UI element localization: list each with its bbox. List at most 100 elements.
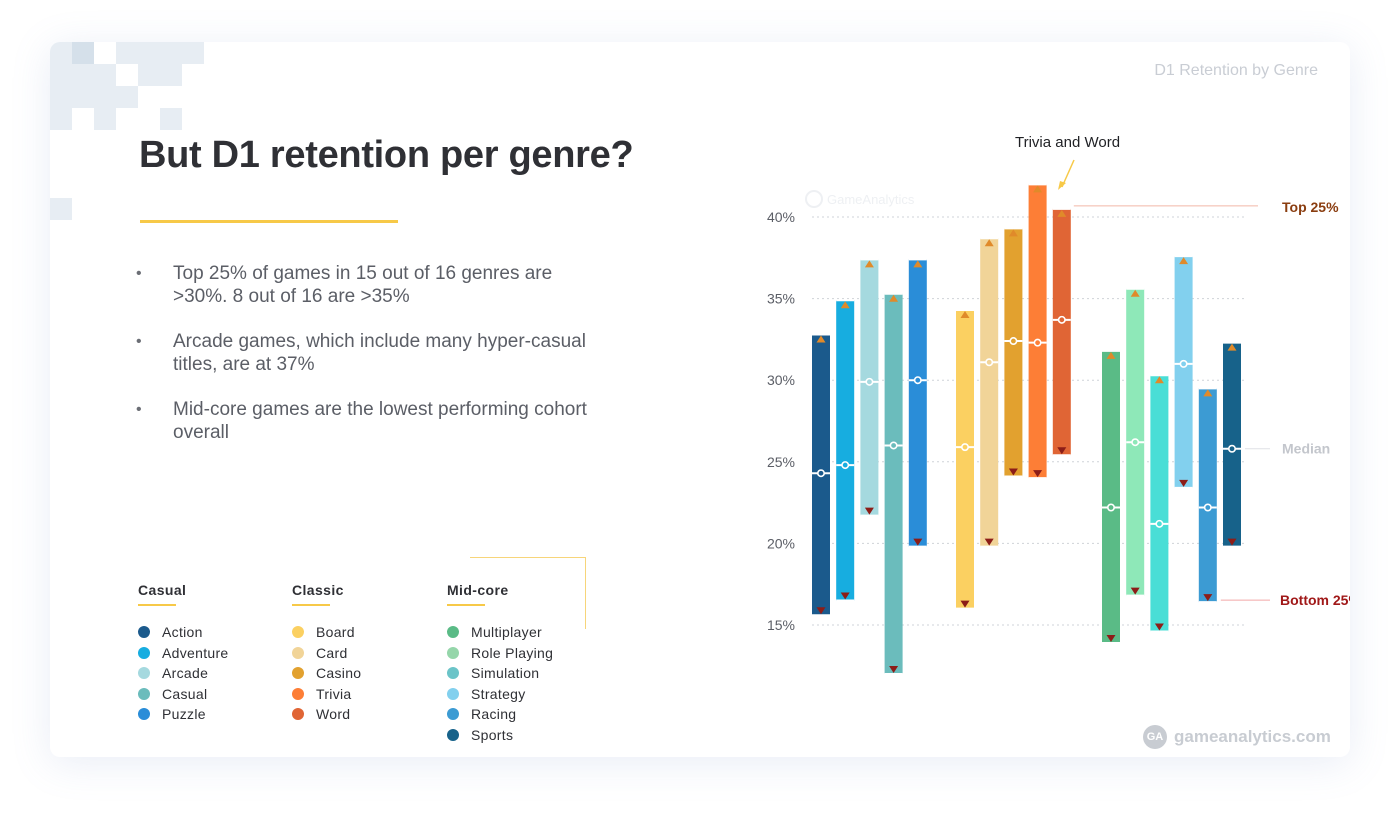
top-25-marker [1203,389,1213,397]
decorative-square [138,64,182,86]
y-tick-label: 20% [767,535,795,551]
top-25-marker [1130,289,1140,297]
bullet-list: • Top 25% of games in 15 out of 16 genres… [132,262,602,466]
legend-swatch [138,667,150,680]
bottom-25-marker [816,607,826,615]
top-25-marker [1057,209,1067,217]
legend-swatch [138,646,150,659]
range-bar-strategy [1174,256,1193,488]
top-25-marker [984,239,994,247]
legend-item: Casual [138,684,229,705]
median-marker [817,469,826,478]
legend-swatch [447,728,459,741]
bottom-25-marker [913,538,923,546]
legend-label: Sports [471,726,514,743]
legend-item: Trivia [292,684,361,705]
bullet-item: • Top 25% of games in 15 out of 16 genres… [132,262,602,308]
legend-swatch [447,708,459,721]
legend-group-underline [138,604,176,606]
range-bar-word [1052,208,1071,456]
median-marker [889,441,898,450]
legend-swatch [138,687,150,700]
legend-item: Action [138,622,229,643]
legend-swatch [292,626,304,639]
decorative-square [160,108,182,130]
legend-label: Simulation [471,665,540,682]
median-marker [1155,519,1164,528]
bottom-25-marker [1154,623,1164,631]
range-bar-multiplayer [1102,350,1120,643]
median-marker [1009,337,1018,346]
legend-item: Strategy [447,684,553,705]
top-25-marker [1154,376,1164,384]
median-marker [865,377,874,386]
bullet-text: Mid-core games are the lowest performing… [173,399,587,443]
bottom-25-marker [960,600,970,608]
footer-brand[interactable]: GA gameanalytics.com [1143,725,1331,749]
y-tick-label: 25% [767,454,795,470]
legend-swatch [292,667,304,680]
median-marker [913,376,922,385]
top-25-marker [960,311,970,319]
bottom-25-marker [1203,594,1213,602]
legend-swatch [138,708,150,721]
footer-link[interactable]: gameanalytics.com [1174,727,1331,746]
legend-swatch [292,646,304,659]
y-tick-label: 15% [767,617,795,633]
legend-label: Board [316,624,355,641]
decorative-square [94,108,116,130]
legend-label: Strategy [471,685,526,702]
legend-label: Word [316,706,351,723]
median-marker [1033,338,1042,347]
legend-label: Action [162,624,203,641]
callout-arrow-head [1058,181,1066,190]
top-25-marker [1008,229,1018,237]
range-bar-trivia [1028,184,1047,479]
watermark: GameAnalytics [805,190,915,208]
top-25-marker [913,260,923,268]
legend-label: Multiplayer [471,624,542,641]
range-bar-puzzle [908,259,927,547]
decorative-square [50,198,72,220]
range-bar-adventure [836,300,855,601]
legend-label: Puzzle [162,706,206,723]
legend-item: Simulation [447,663,553,684]
bottom-25-marker [1008,468,1018,476]
legend-label: Trivia [316,685,352,702]
bottom-25-marker [1130,587,1140,595]
legend-item: Word [292,704,361,725]
retention-chart: GameAnalytics 40% 35% 30% 25% 20% 15% Trivia an… [767,134,1350,675]
legend-item: Board [292,622,361,643]
legend-group-classic: Classic Board Card Casino Trivia Word [292,582,361,725]
legend-swatch [292,708,304,721]
watermark-icon [805,190,823,208]
median-marker [1057,315,1066,324]
bullet-text: Top 25% of games in 15 out of 16 genres … [173,263,553,307]
decorative-square [50,86,138,108]
decorative-square [50,64,116,86]
median-marker [985,358,994,367]
median-marker [1131,438,1140,447]
y-tick-label: 35% [767,291,795,307]
legend-label: Casino [316,665,362,682]
median-marker [1179,359,1188,368]
bullet-item: • Arcade games, which include many hyper-… [132,330,602,376]
slide-card: D1 Retention by Genre But D1 retention p… [50,42,1350,757]
bullet-marker: • [136,265,142,282]
median-marker [841,461,850,470]
median-marker [1203,503,1212,512]
top-25-label: Top 25% [1282,199,1339,215]
legend-label: Arcade [162,665,209,682]
bullet-marker: • [136,333,142,350]
top-25-marker [864,260,874,268]
legend-swatch [447,646,459,659]
legend-bracket [470,557,586,629]
legend-item: Multiplayer [447,622,553,643]
bottom-25-marker [864,507,874,515]
legend-label: Card [316,644,348,661]
legend-item: Card [292,643,361,664]
top-25-marker [816,335,826,343]
median-marker [960,443,969,452]
range-bar-casual [884,293,903,674]
header-title: D1 Retention by Genre [1154,62,1318,79]
